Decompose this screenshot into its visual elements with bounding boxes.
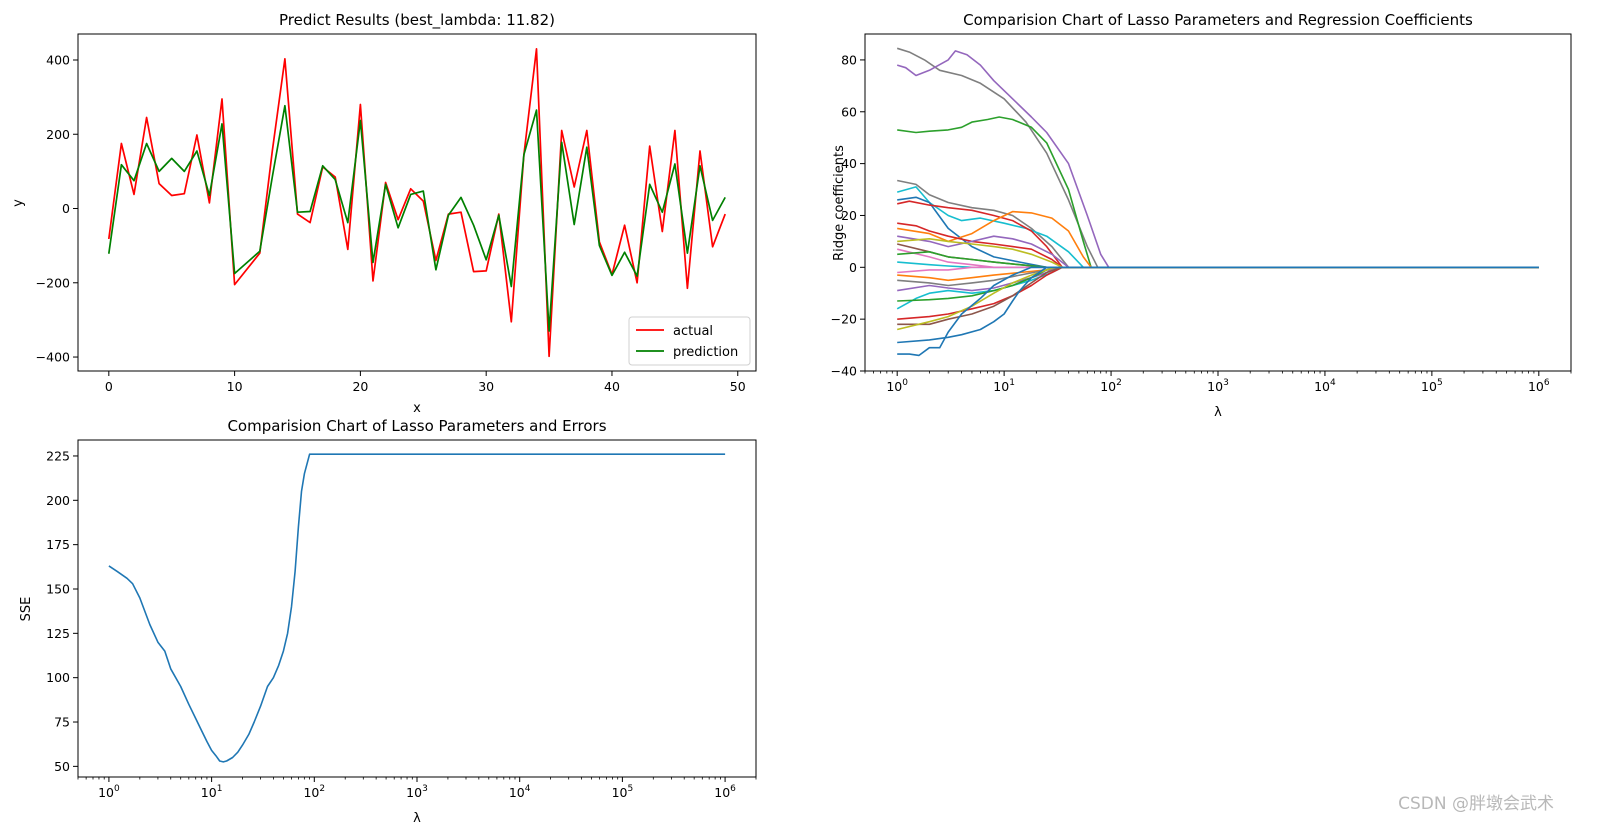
series-line-10 xyxy=(897,235,1539,269)
legend-box xyxy=(628,316,751,366)
y-tick-label: 100 xyxy=(46,670,70,685)
x-tick-label: 101 xyxy=(201,784,223,800)
x-tick-label: 20 xyxy=(352,379,368,394)
chart-title: Comparision Chart of Lasso Parameters an… xyxy=(963,11,1473,29)
y-tick-label: −40 xyxy=(831,364,857,379)
x-tick-label: 105 xyxy=(1421,378,1443,394)
series-line-1 xyxy=(108,453,726,763)
x-axis-label: λ xyxy=(1214,405,1222,420)
ticks: 0 10 20 30 40 50 −400 −200 0 200 400 xyxy=(36,52,746,394)
y-tick-label: 200 xyxy=(46,493,70,508)
predict-results-chart: Predict Results (best_lambda: 11.82) x y… xyxy=(11,11,757,416)
series-line-6 xyxy=(897,196,1539,269)
x-axis-label: x xyxy=(413,401,421,416)
x-tick-label: 104 xyxy=(1314,378,1336,394)
y-tick-label: −20 xyxy=(831,312,857,327)
y-tick-label: 80 xyxy=(841,52,857,67)
legend: actual prediction xyxy=(628,316,751,366)
y-tick-label: −400 xyxy=(36,350,70,365)
series-group xyxy=(107,48,726,358)
plot-frame xyxy=(864,33,1572,372)
y-tick-label: 150 xyxy=(46,581,70,596)
chart-title: Predict Results (best_lambda: 11.82) xyxy=(279,11,555,30)
series-line-26 xyxy=(897,266,1539,357)
x-tick-label: 106 xyxy=(714,784,736,800)
x-tick-label: 10 xyxy=(227,379,243,394)
errors-chart: Comparision Chart of Lasso Parameters an… xyxy=(19,417,757,826)
x-tick-label: 50 xyxy=(730,379,746,394)
x-tick-label: 30 xyxy=(478,379,494,394)
y-tick-label: 20 xyxy=(841,208,857,223)
series-line-9 xyxy=(897,222,1539,269)
x-tick-label: 103 xyxy=(1207,378,1229,394)
y-tick-label: 400 xyxy=(46,52,70,67)
legend-label-actual: actual xyxy=(673,324,713,339)
y-axis-label: y xyxy=(11,199,26,207)
y-tick-label: 0 xyxy=(849,260,857,275)
series-line-3 xyxy=(897,116,1539,269)
x-axis-label: λ xyxy=(413,811,421,826)
series-line-prediction xyxy=(107,104,726,332)
chart-title: Comparision Chart of Lasso Parameters an… xyxy=(227,417,606,435)
y-tick-label: 125 xyxy=(46,626,70,641)
plot-frame xyxy=(77,439,757,778)
series-line-22 xyxy=(897,266,1539,320)
plot-frame xyxy=(77,33,757,372)
y-tick-label: 175 xyxy=(46,537,70,552)
x-tick-label: 102 xyxy=(1100,378,1122,394)
y-axis-label: Ridge coefficients xyxy=(832,145,847,261)
y-tick-label: 60 xyxy=(841,104,857,119)
x-tick-label: 0 xyxy=(105,379,113,394)
legend-label-prediction: prediction xyxy=(673,345,738,360)
ticks: 100 101 102 103 104 105 106 50 75 100 125 150 175 200… xyxy=(46,448,757,800)
x-tick-label: 40 xyxy=(604,379,620,394)
series-line-actual xyxy=(107,48,726,358)
y-tick-label: 40 xyxy=(841,156,857,171)
x-tick-label: 104 xyxy=(509,784,531,800)
ticks: 100 101 102 103 104 105 106 −40 −20 0 20 40 60 80 xyxy=(831,52,1572,394)
series-line-2 xyxy=(896,50,1539,269)
x-tick-label: 106 xyxy=(1528,378,1550,394)
y-tick-label: 200 xyxy=(46,127,70,142)
y-axis-label: SSE xyxy=(19,597,34,622)
series-group xyxy=(108,453,726,763)
series-line-1 xyxy=(896,47,1539,269)
x-tick-label: 102 xyxy=(303,784,325,800)
series-line-11 xyxy=(897,238,1539,269)
y-tick-label: 75 xyxy=(54,715,70,730)
y-tick-label: 225 xyxy=(46,448,70,463)
x-tick-label: 105 xyxy=(612,784,634,800)
series-line-18 xyxy=(897,266,1539,287)
watermark: CSDN @胖墩会武术 xyxy=(1398,794,1554,814)
series-line-23 xyxy=(897,266,1539,326)
x-tick-label: 100 xyxy=(886,378,908,394)
y-tick-label: −200 xyxy=(36,275,70,290)
y-tick-label: 50 xyxy=(54,759,70,774)
series-group xyxy=(896,47,1539,357)
series-line-4 xyxy=(897,179,1539,269)
x-tick-label: 100 xyxy=(98,784,120,800)
series-line-24 xyxy=(897,266,1539,331)
series-line-8 xyxy=(897,210,1539,269)
coefficients-chart: Comparision Chart of Lasso Parameters an… xyxy=(831,11,1572,420)
series-line-19 xyxy=(897,266,1539,292)
y-tick-label: 0 xyxy=(62,201,70,216)
x-tick-label: 103 xyxy=(406,784,428,800)
x-tick-label: 101 xyxy=(993,378,1015,394)
